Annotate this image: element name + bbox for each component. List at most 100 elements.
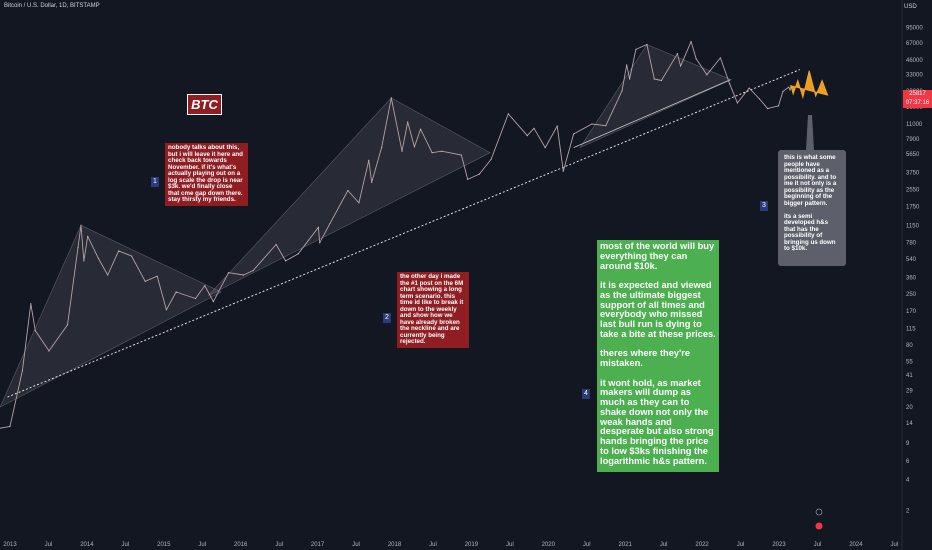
projection-pattern [790, 70, 829, 100]
price-point-41 [431, 152, 433, 154]
pattern-triangle-2 [208, 97, 491, 296]
price-point-29 [319, 242, 321, 244]
y-tick-label-25: 9 [906, 441, 910, 447]
price-point-48 [526, 134, 528, 137]
event-icon-2 [815, 522, 823, 530]
marker-1[interactable]: 1 [151, 177, 159, 187]
x-tick-label-20: 2023 [772, 542, 786, 548]
price-point-56 [621, 90, 623, 92]
x-tick-label-11: Jul [429, 542, 437, 548]
price-point-8 [80, 224, 82, 226]
y-tick-label-19: 80 [906, 343, 913, 349]
price-point-39 [413, 146, 416, 148]
price-point-53 [573, 133, 575, 135]
price-point-54 [591, 123, 593, 125]
price-point-6 [66, 324, 69, 326]
x-tick-label-10: 2018 [388, 542, 402, 548]
price-point-36 [390, 97, 392, 99]
annotation-note-4[interactable]: most of the world will buy everything th… [597, 240, 719, 472]
marker-4[interactable]: 4 [582, 389, 590, 399]
x-tick-label-8: 2017 [311, 542, 325, 548]
price-badge-value: 25817 [909, 91, 926, 97]
y-tick-label-18: 115 [906, 327, 916, 333]
log-trendline [7, 69, 800, 398]
price-point-44 [467, 178, 469, 181]
y-tick-label-6: 11000 [906, 122, 923, 128]
price-point-62 [660, 79, 663, 82]
price-point-9 [83, 260, 85, 262]
price-point-46 [490, 158, 492, 160]
x-tick-label-19: Jul [737, 542, 745, 548]
marker-2[interactable]: 2 [383, 313, 391, 323]
price-point-43 [460, 154, 462, 156]
y-tick-label-9: 3750 [906, 170, 920, 176]
price-point-70 [736, 102, 739, 104]
price-point-30 [329, 222, 331, 225]
price-point-59 [635, 48, 637, 51]
x-tick-label-5: Jul [198, 542, 206, 548]
price-point-63 [676, 53, 679, 55]
marker-3[interactable]: 3 [760, 201, 768, 211]
price-point-12 [107, 274, 109, 276]
price-point-22 [227, 272, 230, 274]
price-point-47 [507, 113, 509, 115]
x-tick-label-0: 2013 [3, 542, 17, 548]
price-point-24 [252, 269, 254, 272]
x-tick-label-4: 2015 [157, 542, 171, 548]
price-point-34 [371, 181, 373, 183]
x-tick-label-2: 2014 [80, 542, 94, 548]
y-tick-label-2: 46000 [906, 58, 923, 64]
event-icon-1 [815, 508, 823, 516]
price-point-57 [626, 64, 628, 66]
price-point-37 [401, 150, 403, 152]
x-tick-label-22: 2024 [849, 542, 863, 548]
price-badge-time: 07:37:16 [905, 100, 930, 106]
y-tick-label-28: 2 [906, 508, 910, 514]
annotation-note-2[interactable]: the other day i made the #1 post on the … [397, 272, 469, 348]
btc-logo-label: BTC [187, 94, 222, 115]
price-point-49 [533, 127, 535, 129]
price-point-18 [175, 291, 177, 293]
price-point-7 [77, 247, 79, 249]
price-point-40 [419, 128, 422, 130]
y-tick-label-14: 540 [906, 257, 917, 263]
price-point-38 [407, 121, 409, 123]
x-tick-label-9: Jul [352, 542, 360, 548]
price-point-13 [118, 250, 120, 252]
x-tick-label-18: 2022 [695, 542, 709, 548]
price-point-61 [653, 78, 655, 80]
price-point-50 [544, 147, 546, 149]
y-tick-label-1: 67000 [906, 41, 923, 47]
y-tick-label-16: 250 [906, 292, 917, 298]
neckline [573, 79, 731, 148]
y-tick-label-23: 20 [906, 405, 913, 411]
x-tick-label-14: 2020 [542, 542, 556, 548]
y-tick-label-22: 29 [906, 388, 913, 394]
price-point-2 [21, 370, 24, 372]
price-point-45 [478, 173, 480, 175]
pattern-triangle-3 [579, 44, 733, 149]
x-tick-label-16: 2021 [619, 542, 633, 548]
price-point-58 [629, 78, 631, 80]
price-point-16 [156, 275, 158, 277]
annotation-note-3[interactable]: this is what some people have mentioned … [778, 150, 846, 266]
price-point-11 [97, 257, 100, 260]
price-point-69 [729, 83, 731, 85]
y-tick-label-11: 1750 [906, 204, 920, 210]
x-tick-label-17: Jul [660, 542, 668, 548]
price-point-55 [605, 125, 607, 127]
price-point-51 [556, 125, 558, 127]
y-tick-label-21: 41 [906, 373, 913, 379]
y-tick-label-20: 55 [906, 360, 913, 366]
price-point-65 [690, 41, 692, 43]
price-point-60 [646, 43, 648, 46]
price-point-74 [777, 105, 780, 107]
price-point-66 [695, 58, 697, 60]
annotation-note-1[interactable]: nobody talks about this, but i will leav… [165, 143, 248, 206]
price-point-42 [441, 150, 443, 152]
price-point-52 [562, 170, 564, 172]
price-point-1 [9, 425, 11, 428]
price-point-23 [242, 274, 245, 276]
price-point-33 [368, 159, 370, 161]
